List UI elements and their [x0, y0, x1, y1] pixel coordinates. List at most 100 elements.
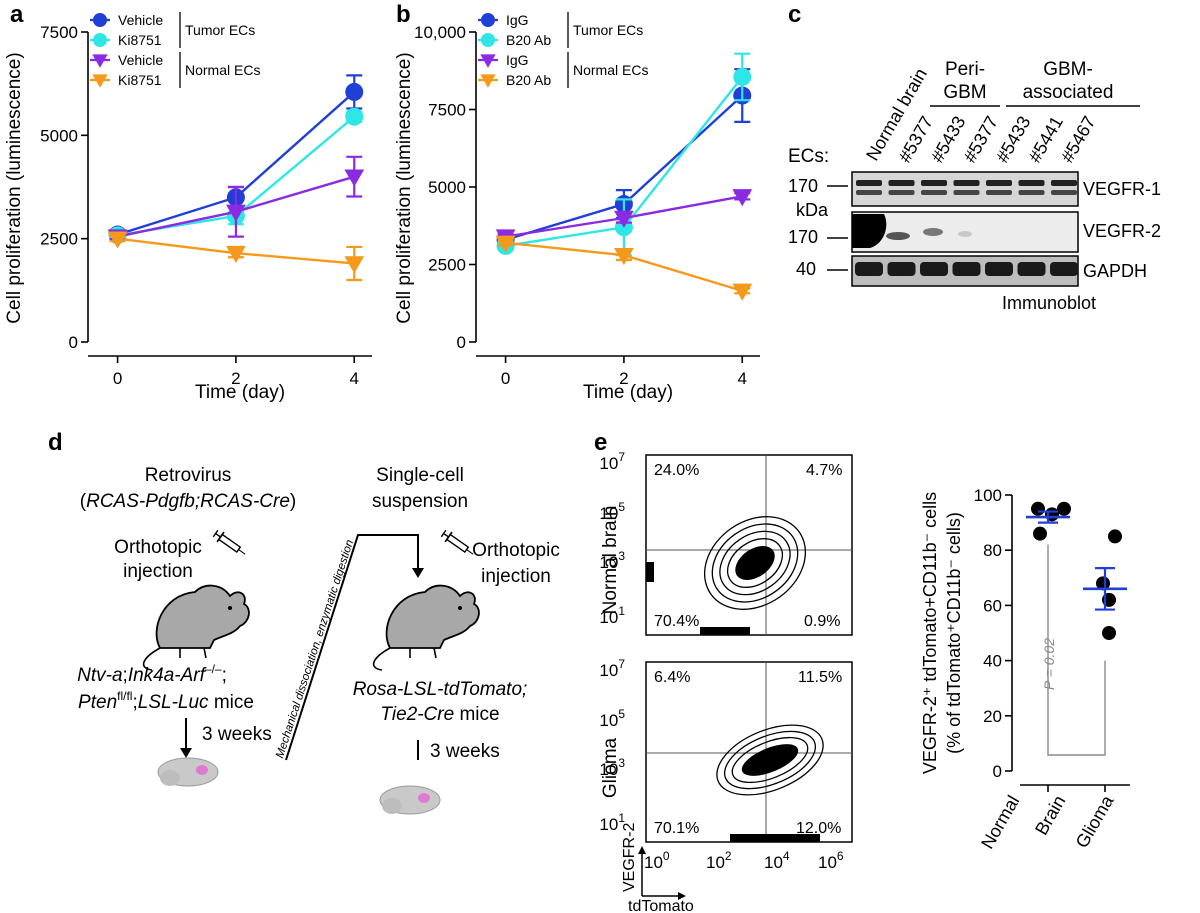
blot-band-vegfr1 — [1051, 190, 1077, 195]
e-ytick-label: 20 — [983, 707, 1002, 726]
a-xtick-label: 4 — [350, 369, 359, 388]
flow-normal-q3: 70.4% — [654, 613, 699, 630]
b-point — [495, 235, 516, 253]
flow-row-label-normal: Normal brain — [600, 506, 621, 615]
schematic-orthotopic-2: Orthotopic — [472, 540, 560, 561]
b-point — [732, 283, 753, 301]
blot-band-gapdh — [1017, 262, 1046, 276]
e-point — [1108, 529, 1122, 544]
blot-band-vegfr1 — [1018, 190, 1045, 195]
a-legend-label: Vehicle — [118, 52, 163, 68]
chart-a-xlabel: Time (day) — [195, 382, 285, 403]
schematic-orthotopic-1: Orthotopic — [114, 537, 202, 558]
b-legend-marker — [481, 33, 495, 47]
b-point — [614, 210, 634, 228]
a-series-3 — [107, 231, 365, 282]
flow-ytick-label: 101 — [599, 604, 625, 627]
e-xtick-label: Glioma — [1072, 791, 1118, 851]
e-xtick-label: Normal — [977, 792, 1023, 852]
panel-label-e: e — [594, 429, 607, 456]
schematic-injection-1: injection — [123, 561, 193, 582]
b-ytick-label: 2500 — [428, 256, 466, 275]
blot-group-peri-l2: GBM — [943, 82, 986, 103]
blot-strip-vegfr1 — [851, 171, 1079, 207]
a-legend-label: Ki8751 — [118, 32, 162, 48]
a-point — [107, 231, 128, 249]
flow-normal-q4: 0.9% — [804, 613, 840, 630]
chart-a-ylabel: Cell proliferation (luminescence) — [4, 52, 25, 323]
schematic-injection-2: injection — [481, 566, 551, 587]
blot-group-gbm-l2: associated — [1023, 82, 1114, 103]
b-point — [733, 67, 752, 86]
flow-ytick-label: 105 — [599, 707, 625, 730]
flow-ytick-label: 107 — [599, 657, 625, 680]
blot-group-gbm-l1: GBM- — [1043, 59, 1093, 80]
blot-band-vegfr1 — [888, 190, 915, 195]
schematic-retrovirus: Retrovirus — [145, 465, 232, 486]
schematic-weeks-1: 3 weeks — [202, 724, 272, 745]
chart-b-ylabel: Cell proliferation (luminescence) — [394, 52, 415, 323]
a-ytick-label: 0 — [69, 333, 78, 352]
b-legend-label: IgG — [506, 12, 529, 28]
chart-e-ylabel-2: (% of tdTomato⁺CD11b⁻ cells) — [944, 512, 964, 754]
arrow-right-icon — [678, 892, 686, 900]
blot-band-gapdh — [920, 262, 948, 276]
blot-band-vegfr1 — [888, 180, 915, 186]
flow-row-label-glioma: Glioma — [600, 737, 621, 798]
panel-label-c: c — [788, 1, 801, 28]
blot-row-vegfr2: VEGFR-2 — [1083, 221, 1161, 241]
blot-band-vegfr1 — [856, 180, 882, 186]
a-point — [344, 169, 365, 187]
a-legend-group: Tumor ECs — [185, 22, 255, 38]
b-legend-label: B20 Ab — [506, 32, 551, 48]
blot-band-vegfr1 — [1051, 180, 1077, 186]
blot-footer: Immunoblot — [1002, 293, 1096, 313]
flow-contour-normal — [646, 516, 807, 635]
a-point — [345, 107, 364, 126]
schematic-mouse1-line1: Ntv-a;Ink4a-Arf–/–; — [77, 662, 227, 686]
e-point — [1096, 576, 1110, 591]
blot-band-gapdh — [985, 262, 1013, 276]
b-point — [732, 189, 753, 207]
flow-normal-q2: 4.7% — [806, 462, 842, 479]
a-legend-group: Normal ECs — [185, 62, 260, 78]
a-xtick-label: 0 — [113, 369, 122, 388]
panel-label-b: b — [396, 1, 411, 28]
e-significance-bracket — [1047, 544, 1106, 756]
flow-ytick-label: 105 — [599, 500, 625, 523]
b-series-3 — [495, 235, 753, 301]
e-point — [1102, 626, 1116, 640]
western-blot: Peri- GBM GBM- associated Normal brain#5… — [788, 59, 1161, 313]
blot-band-vegfr2 — [923, 228, 943, 236]
flow-glioma-q2: 11.5% — [798, 669, 842, 686]
b-legend-group: Tumor ECs — [573, 22, 643, 38]
flow-plot-glioma — [645, 661, 853, 843]
b-legend-marker — [480, 54, 496, 68]
a-legend-label: Vehicle — [118, 12, 163, 28]
b-legend-label: IgG — [506, 52, 529, 68]
flow-x-axis-label: tdTomato — [628, 898, 694, 913]
blot-marker-3: 40 — [796, 259, 816, 279]
blot-band-vegfr1 — [921, 190, 947, 195]
panel-label-a: a — [10, 1, 24, 28]
e-ytick-label: 80 — [983, 541, 1002, 560]
flow-xtick-label: 100 — [644, 849, 670, 872]
b-ytick-label: 7500 — [428, 101, 466, 120]
syringe-icon — [212, 529, 246, 555]
schematic-weeks-2: 3 weeks — [430, 741, 500, 762]
b-xtick-label: 2 — [619, 369, 628, 388]
arrow-down-icon — [180, 748, 192, 758]
a-ytick-label: 2500 — [40, 230, 78, 249]
flow-plot-normal — [645, 454, 853, 636]
b-xtick-label: 4 — [738, 369, 747, 388]
e-point — [1057, 501, 1071, 516]
a-point — [345, 82, 364, 101]
schematic-dissociation: Mechanical dissociation, enzymatic diges… — [274, 538, 356, 759]
a-legend-marker — [92, 74, 108, 88]
mouse-icon — [372, 584, 480, 671]
a-legend-marker — [92, 54, 108, 68]
blot-band-vegfr1 — [921, 180, 947, 186]
a-legend-marker — [93, 13, 107, 27]
a-legend-marker — [93, 33, 107, 47]
flow-ytick-label: 103 — [599, 756, 625, 779]
